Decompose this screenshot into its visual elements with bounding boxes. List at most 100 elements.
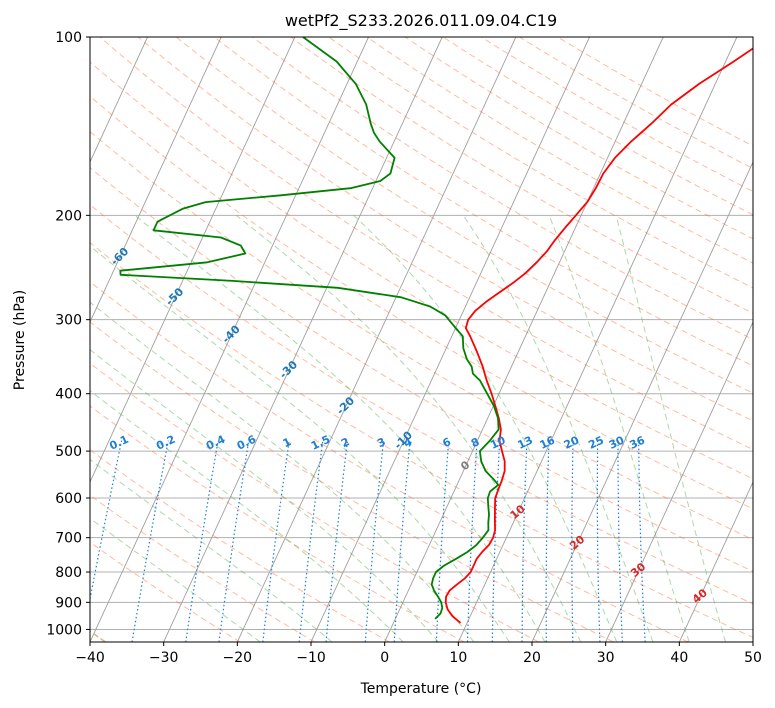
isotherm-line xyxy=(678,480,753,642)
x-axis-label: Temperature (°C) xyxy=(360,681,482,697)
pressure-gridlines xyxy=(90,37,753,630)
y-axis-label: Pressure (hPa) xyxy=(12,290,28,390)
moist-adiabat-label: 0 xyxy=(458,458,472,473)
dry-adiabat-line xyxy=(214,37,753,367)
dry-adiabat-line xyxy=(99,37,753,451)
y-tick-label: 1000 xyxy=(46,622,82,638)
moist-adiabat-label: 20 xyxy=(567,533,587,553)
mixing-ratio-line xyxy=(596,440,601,642)
dry-adiabat-line xyxy=(90,405,465,642)
moist-adiabat-line xyxy=(548,215,690,642)
mixing-ratio-label: 6 xyxy=(441,435,454,450)
isotherm-line xyxy=(90,37,296,484)
y-tick-label: 300 xyxy=(55,313,82,329)
mixing-ratio-line xyxy=(90,440,123,602)
moist-adiabat-line xyxy=(90,301,475,642)
plot-area: 0.10.20.40.611.52346810131620253036-100-… xyxy=(90,37,753,642)
y-tick-label: 200 xyxy=(55,208,82,224)
dry-adiabat-line xyxy=(366,37,753,264)
isotherm-line xyxy=(531,160,753,642)
mixing-ratio-label: 0.6 xyxy=(235,433,258,453)
moist-adiabat-line xyxy=(236,214,582,642)
mixing-ratio-line xyxy=(185,440,219,642)
mixing-ratio-line xyxy=(638,440,646,642)
mixing-ratio-label: 0.2 xyxy=(154,433,177,453)
mixing-ratio-line xyxy=(521,440,528,642)
y-tick-label: 600 xyxy=(55,491,82,507)
mixing-ratio-label: 1 xyxy=(281,435,293,450)
dry-adiabat-line xyxy=(90,61,753,480)
y-tick-label: 100 xyxy=(55,30,82,46)
dry-adiabat-line xyxy=(175,37,753,394)
moist-adiabat-line xyxy=(134,214,546,642)
moist-adiabat-label: 40 xyxy=(690,586,710,606)
moist-adiabat-line xyxy=(462,215,654,642)
axes: −40 −30 −20 −10 0 10 20 30 40 5010020030040050060… xyxy=(46,30,762,666)
dry-adiabat-line xyxy=(404,37,753,240)
x-tick-label: −10 xyxy=(296,650,326,666)
dry-adiabat-line xyxy=(90,494,315,642)
isotherm-line xyxy=(90,37,369,642)
plot-frame xyxy=(89,36,754,643)
x-tick-label: 10 xyxy=(449,650,467,666)
y-tick-label: 500 xyxy=(55,444,82,460)
dry-adiabat-line xyxy=(481,37,753,193)
isotherm-line xyxy=(310,37,590,642)
mixing-ratio-line xyxy=(393,440,411,642)
x-tick-label: −20 xyxy=(223,650,253,666)
mixing-ratio-line xyxy=(435,440,450,642)
dry-adiabat-line xyxy=(90,95,753,510)
isotherm-line xyxy=(752,640,753,642)
y-tick-label: 800 xyxy=(55,565,82,581)
isotherm-line xyxy=(236,37,517,642)
mixing-ratio-line xyxy=(325,440,349,642)
mixing-ratio-line xyxy=(491,440,501,642)
x-tick-label: 20 xyxy=(523,650,541,666)
isotherm-line xyxy=(605,320,753,642)
x-tick-label: 40 xyxy=(670,650,688,666)
moist-adiabat-label: 30 xyxy=(628,560,648,580)
chart-title: wetPf2_S233.2026.011.09.04.C19 xyxy=(285,11,557,31)
isotherm-line xyxy=(90,37,148,164)
reference-line-labels: 0.10.20.40.611.52346810131620253036-100-… xyxy=(107,245,710,607)
dry-adiabat-line xyxy=(290,37,753,314)
dry-adiabat-line xyxy=(90,204,753,605)
mixing-ratio-line xyxy=(617,440,623,642)
dry-adiabat-line xyxy=(90,321,614,642)
mixing-ratio-label: 16 xyxy=(538,433,558,451)
mixing-ratio-label: 20 xyxy=(562,433,582,451)
isotherm-label: -50 xyxy=(163,285,186,308)
mixing-ratio-line xyxy=(364,440,385,642)
dry-adiabat-line xyxy=(90,281,689,642)
isotherm-line xyxy=(384,37,664,642)
mixing-ratio-line xyxy=(131,440,169,642)
dry-adiabat-line xyxy=(328,37,753,289)
mixing-ratio-label: 36 xyxy=(628,433,648,451)
isotherm-label: -20 xyxy=(334,394,357,417)
mixing-ratio-line xyxy=(571,440,574,642)
mixing-ratio-label: 3 xyxy=(375,435,387,450)
mixing-ratio-lines xyxy=(90,440,646,642)
dry-adiabat-line xyxy=(557,37,753,147)
x-tick-label: 30 xyxy=(597,650,615,666)
isotherm-line xyxy=(457,37,738,642)
dry-adiabat-line xyxy=(90,242,753,639)
mixing-ratio-label: 1.5 xyxy=(309,433,332,453)
y-tick-label: 900 xyxy=(55,595,82,611)
mixing-ratio-line xyxy=(545,440,550,642)
dewpoint-profile-line xyxy=(119,37,500,620)
mixing-ratio-line xyxy=(218,440,250,642)
moist-adiabats xyxy=(90,214,727,642)
moist-adiabat-line xyxy=(90,349,439,642)
dry-adiabat-line xyxy=(90,130,753,541)
x-tick-label: −40 xyxy=(75,650,105,666)
dry-adiabats xyxy=(90,37,753,642)
x-tick-label: 0 xyxy=(380,650,389,666)
mixing-ratio-label: 13 xyxy=(516,434,535,452)
dry-adiabat-line xyxy=(90,166,753,572)
isotherm-label: -60 xyxy=(108,245,131,268)
dry-adiabat-line xyxy=(90,449,390,642)
mixing-ratio-line xyxy=(298,440,324,642)
y-tick-label: 700 xyxy=(55,531,82,547)
